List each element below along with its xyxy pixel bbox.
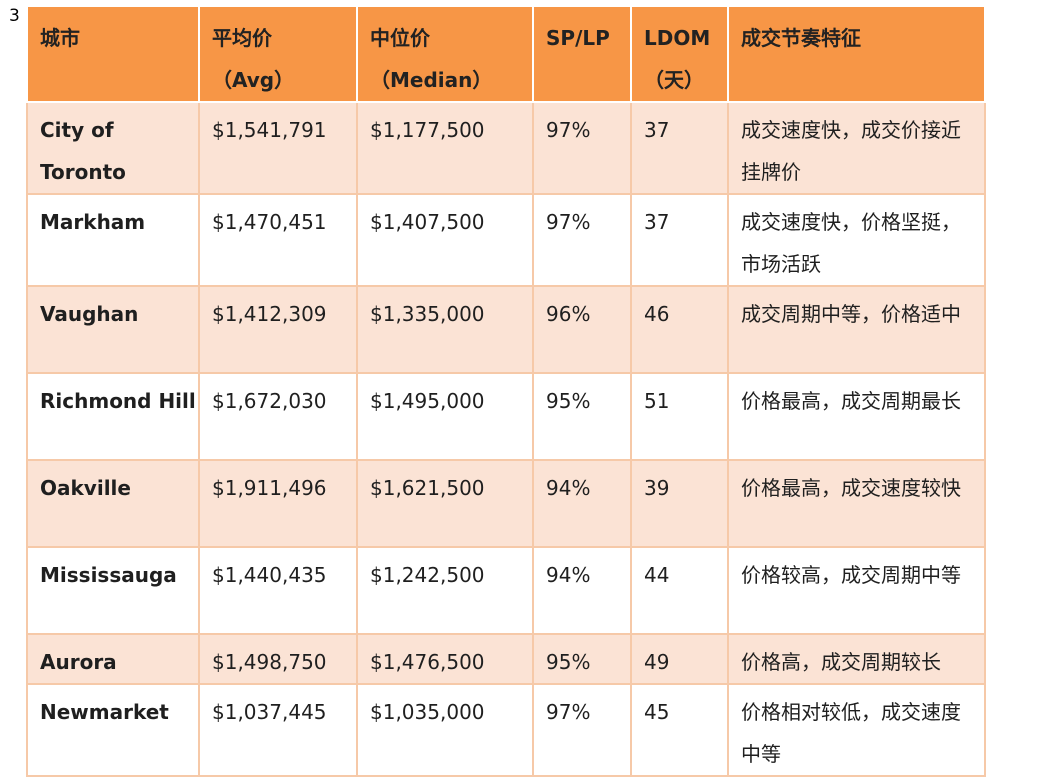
table-row: Newmarket $1,037,445 $1,035,000 97% 45 价…	[26, 683, 986, 777]
header-splp: SP/LP	[532, 5, 632, 103]
splp-cell: 95%	[532, 633, 632, 685]
splp-cell: 97%	[532, 683, 632, 777]
median-price-cell: $1,495,000	[356, 372, 534, 461]
city-price-table: 城市 平均价 （Avg） 中位价 （Median） SP/LP LDOM （天）…	[26, 5, 986, 777]
ldom-cell: 51	[630, 372, 729, 461]
table-header-row: 城市 平均价 （Avg） 中位价 （Median） SP/LP LDOM （天）…	[26, 5, 986, 103]
header-feature: 成交节奏特征	[727, 5, 986, 103]
page-number: 3	[9, 6, 20, 26]
splp-cell: 94%	[532, 459, 632, 548]
avg-price-cell: $1,037,445	[198, 683, 358, 777]
table-row: Richmond Hill $1,672,030 $1,495,000 95% …	[26, 372, 986, 461]
median-price-cell: $1,035,000	[356, 683, 534, 777]
splp-cell: 97%	[532, 101, 632, 195]
city-cell: Aurora	[26, 633, 200, 685]
median-price-cell: $1,476,500	[356, 633, 534, 685]
splp-cell: 95%	[532, 372, 632, 461]
city-cell: Vaughan	[26, 285, 200, 374]
splp-cell: 97%	[532, 193, 632, 287]
city-cell: City of Toronto	[26, 101, 200, 195]
ldom-cell: 45	[630, 683, 729, 777]
ldom-cell: 44	[630, 546, 729, 635]
avg-price-cell: $1,672,030	[198, 372, 358, 461]
ldom-cell: 37	[630, 193, 729, 287]
median-price-cell: $1,242,500	[356, 546, 534, 635]
feature-cell: 价格高，成交周期较长	[727, 633, 986, 685]
median-price-cell: $1,335,000	[356, 285, 534, 374]
city-cell: Oakville	[26, 459, 200, 548]
table-row: Aurora $1,498,750 $1,476,500 95% 49 价格高，…	[26, 633, 986, 685]
table-row: Mississauga $1,440,435 $1,242,500 94% 44…	[26, 546, 986, 635]
splp-cell: 96%	[532, 285, 632, 374]
ldom-cell: 46	[630, 285, 729, 374]
feature-cell: 成交周期中等，价格适中	[727, 285, 986, 374]
avg-price-cell: $1,470,451	[198, 193, 358, 287]
median-price-cell: $1,177,500	[356, 101, 534, 195]
city-cell: Richmond Hill	[26, 372, 200, 461]
feature-cell: 价格相对较低，成交速度中等	[727, 683, 986, 777]
city-cell: Markham	[26, 193, 200, 287]
avg-price-cell: $1,541,791	[198, 101, 358, 195]
splp-cell: 94%	[532, 546, 632, 635]
table-row: Oakville $1,911,496 $1,621,500 94% 39 价格…	[26, 459, 986, 548]
median-price-cell: $1,621,500	[356, 459, 534, 548]
table-row: Vaughan $1,412,309 $1,335,000 96% 46 成交周…	[26, 285, 986, 374]
ldom-cell: 49	[630, 633, 729, 685]
ldom-cell: 39	[630, 459, 729, 548]
feature-cell: 价格最高，成交周期最长	[727, 372, 986, 461]
feature-cell: 价格最高，成交速度较快	[727, 459, 986, 548]
header-ldom: LDOM （天）	[630, 5, 729, 103]
header-city: 城市	[26, 5, 200, 103]
ldom-cell: 37	[630, 101, 729, 195]
table-row: Markham $1,470,451 $1,407,500 97% 37 成交速…	[26, 193, 986, 287]
avg-price-cell: $1,412,309	[198, 285, 358, 374]
feature-cell: 成交速度快，成交价接近挂牌价	[727, 101, 986, 195]
header-avg-price: 平均价 （Avg）	[198, 5, 358, 103]
feature-cell: 价格较高，成交周期中等	[727, 546, 986, 635]
avg-price-cell: $1,440,435	[198, 546, 358, 635]
feature-cell: 成交速度快，价格坚挺，市场活跃	[727, 193, 986, 287]
avg-price-cell: $1,911,496	[198, 459, 358, 548]
median-price-cell: $1,407,500	[356, 193, 534, 287]
table-row: City of Toronto $1,541,791 $1,177,500 97…	[26, 101, 986, 195]
header-median-price: 中位价 （Median）	[356, 5, 534, 103]
city-cell: Mississauga	[26, 546, 200, 635]
avg-price-cell: $1,498,750	[198, 633, 358, 685]
city-cell: Newmarket	[26, 683, 200, 777]
